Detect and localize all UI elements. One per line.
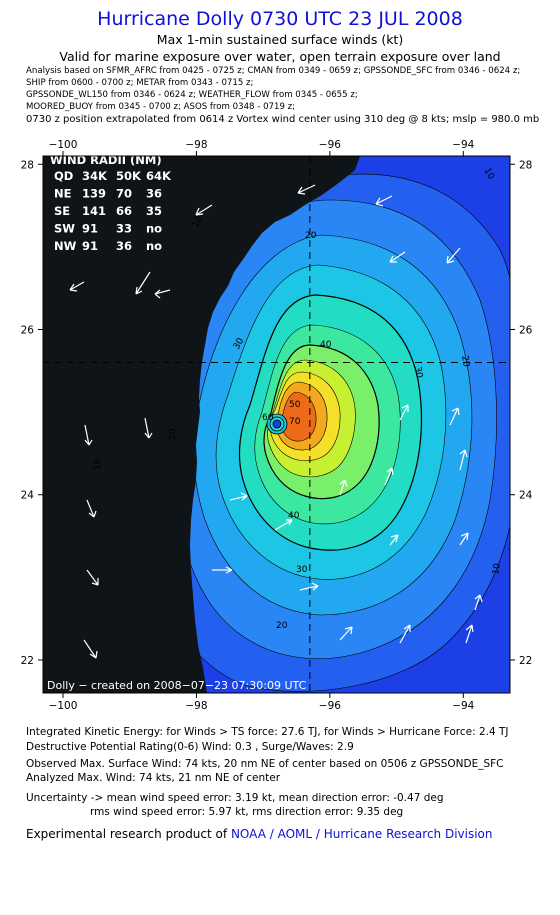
contour-label: 20 — [276, 621, 288, 631]
lat-label-right: 26 — [519, 324, 533, 336]
lat-label-right: 28 — [519, 159, 532, 171]
map-subtitle: Max 1-min sustained surface winds (kt) — [156, 32, 404, 47]
contour-label: 70 — [289, 417, 301, 427]
lon-label-top: −94 — [452, 139, 474, 151]
contour-label: 30 — [412, 366, 424, 379]
aoml-link[interactable]: NOAA / AOML / Hurricane Research Divisio… — [230, 827, 493, 841]
wind-radii-cell: NE — [54, 187, 72, 201]
lon-label-bottom: −100 — [49, 700, 78, 712]
contour-label: 20 — [459, 355, 471, 368]
wind-radii-cell: no — [146, 239, 162, 253]
wind-radii-cell: SE — [54, 204, 70, 218]
footer-prefix: Experimental research product of — [26, 827, 228, 841]
lat-label-right: 24 — [519, 490, 533, 502]
wind-radii-cell: 91 — [82, 239, 98, 253]
center-crosshair — [43, 156, 510, 693]
map-credit: Dolly − created on 2008−07−23 07:30:09 U… — [47, 679, 307, 692]
lat-label-left: 22 — [21, 655, 34, 667]
lon-label-top: −98 — [185, 139, 207, 151]
lon-label-bottom: −96 — [319, 700, 341, 712]
wind-radii-header: QD — [54, 169, 73, 183]
ike-stats: Integrated Kinetic Energy: for Winds > T… — [26, 726, 509, 738]
lon-label-bottom: −94 — [452, 700, 474, 712]
uncertainty-mean: Uncertainty -> mean wind speed error: 3.… — [26, 792, 444, 804]
analyzed-max-wind: Analyzed Max. Wind: 74 kts, 21 nm NE of … — [26, 772, 281, 784]
wind-radii-cell: SW — [54, 222, 75, 236]
lat-label-left: 28 — [21, 159, 34, 171]
map-frame — [42, 155, 511, 694]
map-axes: −100 −100 −98 −98 −96 −96 −94 −94 28 28 26 26 24 24 22… — [21, 139, 533, 712]
contour-label: 20 — [168, 428, 178, 440]
wind-radii-cell: 66 — [116, 204, 132, 218]
wind-radii-cell: 33 — [116, 222, 132, 236]
wind-radii-cell: NW — [54, 239, 77, 253]
contour-label: 20 — [305, 231, 317, 241]
footer-credit: Experimental research product of NOAA / … — [26, 827, 493, 841]
observed-max-wind: Observed Max. Surface Wind: 74 kts, 20 n… — [26, 758, 504, 770]
contour-label: 30 — [296, 565, 308, 575]
position-note: 0730 z position extrapolated from 0614 z… — [26, 114, 540, 125]
contour-label: 40 — [320, 340, 332, 350]
contour-label: 10 — [93, 458, 103, 470]
lon-label-bottom: −98 — [185, 700, 207, 712]
contour-band-70kt — [281, 391, 317, 442]
coastline-islands — [96, 290, 215, 657]
map-title: Hurricane Dolly 0730 UTC 23 JUL 2008 — [97, 8, 463, 30]
wind-radii-header: 64K — [146, 169, 172, 183]
validity-note: Valid for marine exposure over water, op… — [59, 49, 501, 64]
lat-label-left: 24 — [21, 490, 35, 502]
land-mass — [43, 156, 360, 693]
wind-contour-field: 10 20 20 30 40 50 60 70 40 30 20 10 30 2… — [43, 153, 510, 693]
analysis-sources-line-4: MOORED_BUOY from 0345 - 0700 z; ASOS fro… — [26, 102, 296, 112]
lat-label-right: 22 — [519, 655, 532, 667]
lon-label-top: −96 — [319, 139, 341, 151]
contour-label: 50 — [289, 400, 301, 410]
contour-label: 40 — [288, 511, 300, 521]
wind-field-map: 10 20 20 30 40 50 60 70 40 30 20 10 30 2… — [21, 139, 533, 712]
wind-radii-header: 34K — [82, 169, 108, 183]
wind-arrows — [69, 184, 483, 659]
eye-core — [272, 419, 282, 429]
wind-radii-cell: 36 — [146, 187, 162, 201]
contour-label: 10 — [491, 562, 503, 575]
destructive-potential: Destructive Potential Rating(0-6) Wind: … — [26, 741, 354, 753]
wind-radii-table: WIND RADII (NM) QD 34K 50K 64K NE 139 70 36 SE 14… — [50, 153, 172, 253]
wind-radii-title: WIND RADII (NM) — [50, 153, 162, 167]
wind-radii-cell: no — [146, 222, 162, 236]
wind-radii-header: 50K — [116, 169, 142, 183]
wind-radii-cell: 141 — [82, 204, 106, 218]
analysis-sources-line-2: SHIP from 0600 - 0700 z; METAR from 0343… — [26, 78, 254, 88]
uncertainty-rms: rms wind speed error: 5.97 kt, rms direc… — [90, 806, 404, 818]
lon-label-top: −100 — [49, 139, 78, 151]
lat-label-left: 26 — [21, 324, 35, 336]
wind-radii-cell: 35 — [146, 204, 162, 218]
wind-radii-cell: 36 — [116, 239, 132, 253]
analysis-sources-line-3: GPSSONDE_WL150 from 0346 - 0624 z; WEATH… — [26, 90, 358, 100]
wind-radii-cell: 70 — [116, 187, 132, 201]
wind-radii-cell: 91 — [82, 222, 98, 236]
wind-radii-cell: 139 — [82, 187, 106, 201]
analysis-sources-line-1: Analysis based on SFMR_AFRC from 0425 - … — [26, 66, 521, 76]
contour-label: 60 — [262, 413, 274, 423]
